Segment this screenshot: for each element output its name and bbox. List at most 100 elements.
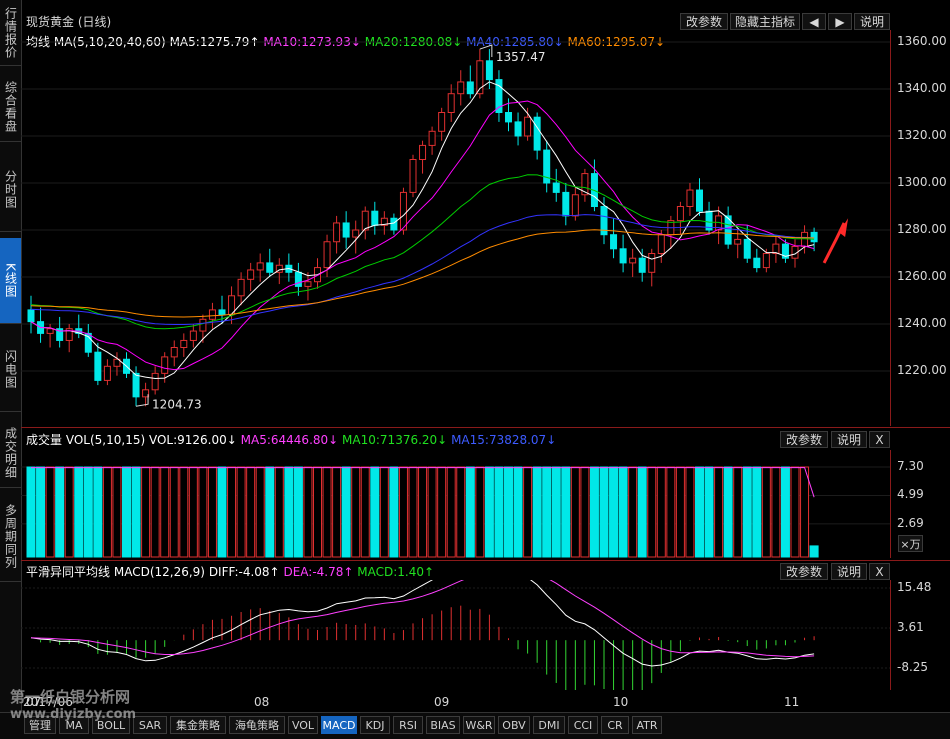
volume-help-button[interactable]: 说明 xyxy=(831,431,867,448)
panel-divider xyxy=(21,560,950,561)
price-tick-label: 1280.00 xyxy=(897,222,947,236)
volume-bar xyxy=(666,466,676,558)
indicator-tab[interactable]: 海龟策略 xyxy=(229,716,285,734)
volume-bar xyxy=(255,466,265,558)
sidebar-tab[interactable]: 闪电图 xyxy=(0,328,21,412)
volume-bar xyxy=(723,466,733,558)
candle-body xyxy=(686,189,694,208)
volume-bar xyxy=(561,466,571,558)
volume-bar xyxy=(207,466,217,558)
high-marker xyxy=(479,44,493,58)
macd-chart[interactable] xyxy=(21,580,891,690)
volume-bar xyxy=(752,466,762,558)
help-button[interactable]: 说明 xyxy=(854,13,890,30)
candle-body xyxy=(218,309,226,316)
ma10-line xyxy=(30,100,815,371)
sidebar-tab[interactable]: 行情报价 xyxy=(0,0,21,66)
volume-close-button[interactable]: X xyxy=(869,431,890,448)
macd-legend: 平滑异同平均线 MACD(12,26,9) DIFF:-4.08↑ DEA:-4… xyxy=(26,563,434,580)
volume-bar xyxy=(389,466,399,558)
candle-body xyxy=(648,253,656,273)
indicator-tab[interactable]: SAR xyxy=(133,716,167,734)
candle-body xyxy=(753,257,761,269)
candle-body xyxy=(390,217,398,231)
candle-body xyxy=(208,309,216,320)
indicator-tab[interactable]: BOLL xyxy=(92,716,130,734)
candle-body xyxy=(610,234,618,250)
volume-params-button[interactable]: 改参数 xyxy=(780,431,828,448)
indicator-tab[interactable]: 集金策略 xyxy=(170,716,226,734)
indicator-tab[interactable]: W&R xyxy=(463,716,495,734)
volume-bar xyxy=(733,466,743,558)
indicator-tab[interactable]: ATR xyxy=(632,716,662,734)
volume-bar xyxy=(274,466,284,558)
volume-bar xyxy=(484,466,494,558)
candle-body xyxy=(543,149,551,184)
volume-bar xyxy=(169,466,179,558)
volume-bar xyxy=(351,466,361,558)
params-button[interactable]: 改参数 xyxy=(680,13,728,30)
volume-bar xyxy=(494,466,504,558)
indicator-tab[interactable]: 管理 xyxy=(24,716,56,734)
chart-title: 现货黄金 (日线) xyxy=(26,15,112,29)
candle-body xyxy=(199,318,207,332)
sidebar-tab[interactable]: 成交明细 xyxy=(0,418,21,488)
indicator-tab[interactable]: RSI xyxy=(393,716,423,734)
volume-bar xyxy=(647,466,657,558)
indicator-tab[interactable]: MA xyxy=(59,716,89,734)
volume-bar xyxy=(570,466,580,558)
scroll-right-button[interactable]: ▶ xyxy=(828,13,852,30)
volume-bar xyxy=(102,466,112,558)
candle-body xyxy=(103,365,111,381)
candle-body xyxy=(409,159,417,193)
macd-help-button[interactable]: 说明 xyxy=(831,563,867,580)
candle-body xyxy=(94,351,102,381)
candle-body xyxy=(361,210,369,231)
indicator-tab[interactable]: OBV xyxy=(498,716,530,734)
macd-diff-line xyxy=(30,580,815,667)
trend-arrow xyxy=(822,222,846,264)
candle-body xyxy=(657,234,665,254)
volume-label: 成交量 xyxy=(26,433,63,447)
volume-bar xyxy=(580,466,590,558)
candle-body xyxy=(65,328,73,341)
price-tick-label: 1240.00 xyxy=(897,316,947,330)
volume-bar xyxy=(780,466,790,558)
volume-bar xyxy=(542,466,552,558)
price-axis: 1360.00 1340.00 1320.00 1300.00 1280.00 1260.… xyxy=(891,30,950,426)
indicator-tab[interactable]: DMI xyxy=(533,716,565,734)
price-tick-label: 1300.00 xyxy=(897,175,947,189)
hide-indicator-button[interactable]: 隐藏主指标 xyxy=(730,13,800,30)
volume-bar xyxy=(293,466,303,558)
candle-body xyxy=(772,243,780,255)
macd-close-button[interactable]: X xyxy=(869,563,890,580)
macd-params-button[interactable]: 改参数 xyxy=(780,563,828,580)
time-tick-label: 11 xyxy=(784,695,800,709)
sidebar-tab[interactable]: 分时图 xyxy=(0,148,21,232)
scroll-left-button[interactable]: ◀ xyxy=(802,13,826,30)
volume-chart[interactable] xyxy=(21,450,891,558)
kline-chart[interactable]: 1357.47 1204.73 xyxy=(21,30,891,426)
volume-bar xyxy=(341,466,351,558)
indicator-tab[interactable]: BIAS xyxy=(426,716,460,734)
volume-unit-button[interactable]: ×万 xyxy=(898,535,923,552)
indicator-tab[interactable]: MACD xyxy=(321,716,357,734)
indicator-tab[interactable]: VOL xyxy=(288,716,318,734)
indicator-tab[interactable]: CR xyxy=(601,716,629,734)
volume-bar xyxy=(188,466,198,558)
macd-params: MACD(12,26,9) xyxy=(113,565,205,579)
volume-bar xyxy=(179,466,189,558)
candle-body xyxy=(256,262,264,271)
volume-bar xyxy=(265,466,275,558)
sidebar-tab[interactable]: 综合看盘 xyxy=(0,72,21,142)
candle-body xyxy=(399,191,407,231)
indicator-tab[interactable]: CCI xyxy=(568,716,598,734)
sidebar-tab[interactable]: 多周期同列 xyxy=(0,492,21,582)
volume-params: VOL(5,10,15) xyxy=(65,433,146,447)
indicator-tab[interactable]: KDJ xyxy=(360,716,390,734)
volume-bar xyxy=(523,466,533,558)
volume-bar xyxy=(637,466,647,558)
sidebar-tab[interactable]: K线图 xyxy=(0,238,21,324)
volume-bar xyxy=(408,466,418,558)
candle-body xyxy=(514,121,522,137)
